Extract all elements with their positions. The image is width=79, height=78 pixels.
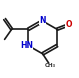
Text: CH₃: CH₃ bbox=[44, 63, 55, 68]
Text: HN: HN bbox=[20, 41, 33, 50]
Text: N: N bbox=[39, 16, 46, 25]
Text: O: O bbox=[66, 20, 72, 29]
